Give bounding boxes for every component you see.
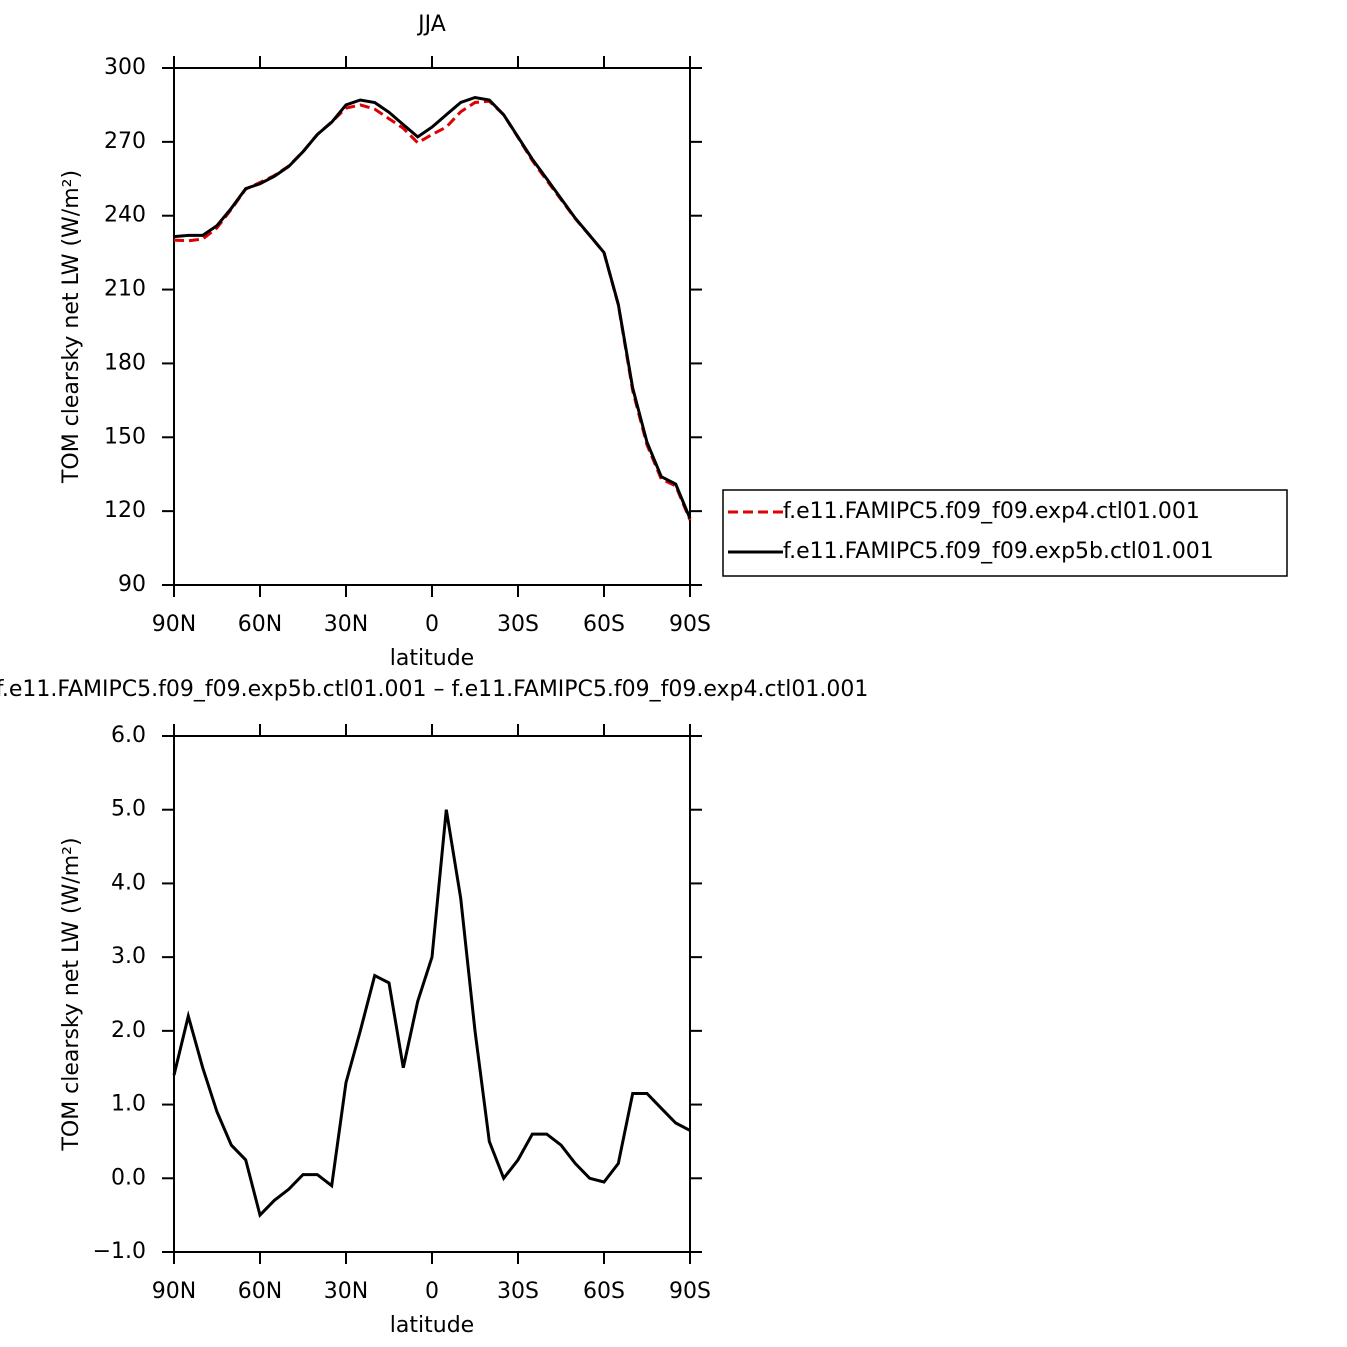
y-tick-label: 90 [118, 572, 146, 597]
y-tick-label: 1.0 [111, 1092, 146, 1117]
y-tick-label: 240 [104, 203, 146, 228]
x-tick-label: 90S [669, 612, 711, 637]
x-tick-label: 30S [497, 612, 539, 637]
data-line [172, 809, 691, 1219]
plot-frame [173, 735, 691, 1253]
data-line [173, 99, 692, 521]
y-tick-label: 150 [104, 424, 146, 449]
x-tick-label: 0 [425, 1279, 439, 1304]
y-tick-label: 0.0 [111, 1165, 146, 1190]
chart-title: f.e11.FAMIPC5.f09_f09.exp5b.ctl01.001 – … [0, 677, 868, 702]
x-tick-label: 90S [669, 1279, 711, 1304]
data-line [173, 95, 692, 520]
legend-label: f.e11.FAMIPC5.f09_f09.exp5b.ctl01.001 [783, 539, 1214, 564]
y-tick-label: 180 [104, 350, 146, 375]
y-tick-label: 120 [104, 498, 146, 523]
y-tick-label: 300 [104, 55, 146, 80]
y-tick-label: 4.0 [111, 870, 146, 895]
x-tick-label: 60S [583, 1279, 625, 1304]
x-axis-label: latitude [390, 1313, 474, 1338]
x-tick-label: 90N [152, 612, 196, 637]
x-axis-label: latitude [390, 646, 474, 671]
legend-label: f.e11.FAMIPC5.f09_f09.exp4.ctl01.001 [783, 499, 1200, 524]
y-axis-label: TOM clearsky net LW (W/m²) [59, 837, 84, 1151]
x-tick-label: 30N [324, 1279, 368, 1304]
x-tick-label: 30N [324, 612, 368, 637]
y-tick-label: −1.0 [93, 1239, 146, 1264]
y-tick-label: 3.0 [111, 944, 146, 969]
plot-frame [173, 67, 691, 586]
y-axis-label: TOM clearsky net LW (W/m²) [59, 170, 84, 484]
x-tick-label: 90N [152, 1279, 196, 1304]
x-tick-label: 60N [238, 612, 282, 637]
x-tick-label: 60N [238, 1279, 282, 1304]
x-tick-label: 60S [583, 612, 625, 637]
x-tick-label: 30S [497, 1279, 539, 1304]
y-tick-label: 2.0 [111, 1018, 146, 1043]
y-tick-label: 6.0 [111, 723, 146, 748]
legend-box [722, 489, 1288, 577]
x-tick-label: 0 [425, 612, 439, 637]
y-tick-label: 270 [104, 129, 146, 154]
y-tick-label: 210 [104, 277, 146, 302]
y-tick-label: 5.0 [111, 797, 146, 822]
chart-title: JJA [416, 12, 446, 37]
